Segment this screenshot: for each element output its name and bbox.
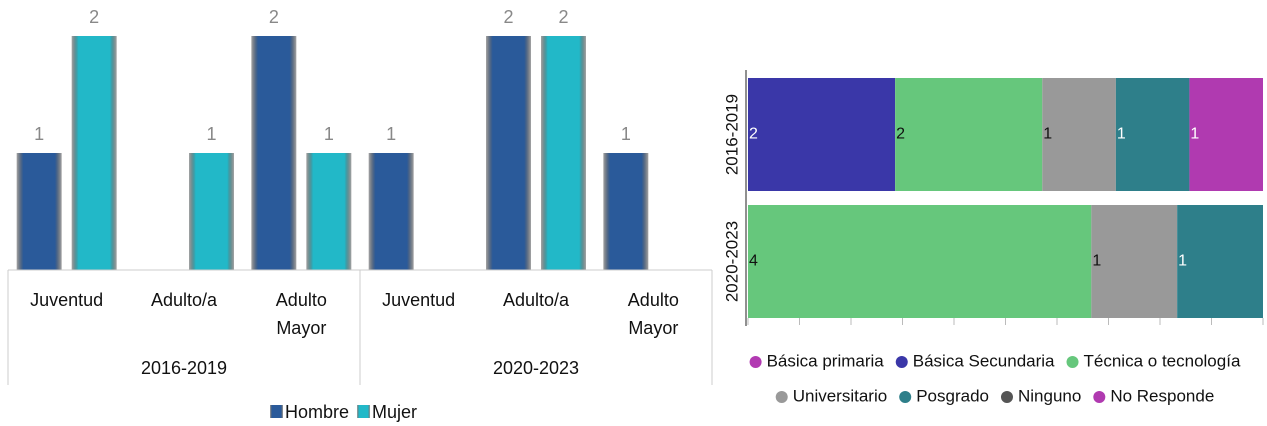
bar-segment	[895, 78, 1043, 191]
data-label: 4	[749, 253, 758, 270]
data-label: 1	[1092, 253, 1101, 270]
x-tick-label: Juventud	[30, 290, 104, 310]
legend-marker	[1000, 391, 1013, 403]
bar	[71, 36, 117, 270]
bar-segment	[1091, 205, 1178, 318]
legend-label: Universitario	[793, 386, 887, 405]
legend-marker	[1093, 391, 1106, 403]
data-label: 2	[89, 7, 99, 27]
bar	[306, 153, 352, 270]
data-label: 1	[621, 124, 631, 144]
legend-label: Básica Secundaria	[913, 351, 1055, 370]
data-label: 1	[1190, 126, 1199, 143]
x-tick-label: Juventud	[382, 290, 456, 310]
bar-segment	[748, 205, 1092, 318]
legend-marker	[775, 391, 788, 403]
data-label: 1	[1178, 253, 1187, 270]
y-tick-label: 2016-2019	[722, 94, 741, 175]
x-tick-label: Adulto Mayor	[275, 290, 327, 338]
bar-segment	[1115, 78, 1190, 191]
legend-label: Ninguno	[1018, 386, 1081, 405]
legend-marker	[1066, 356, 1079, 368]
x-tick-label: Adulto Mayor	[627, 290, 679, 338]
legend-row: Universitario Posgrado Ninguno No Responde	[775, 386, 1214, 405]
data-label: 1	[1043, 126, 1052, 143]
data-label: 1	[324, 124, 334, 144]
bar	[251, 36, 297, 270]
legend-label: Técnica o tecnología	[1084, 351, 1241, 370]
legend-label: Básica primaria	[767, 351, 885, 370]
y-tick-label: 2020-2023	[722, 221, 741, 302]
bar	[16, 153, 62, 270]
legend-marker	[895, 356, 908, 368]
group-label: 2016-2019	[141, 358, 227, 378]
bar-segment	[1189, 78, 1263, 191]
x-tick-label: Adulto/a	[502, 290, 570, 310]
bar-segment	[748, 78, 896, 191]
bar-segment	[1042, 78, 1116, 191]
data-label: 1	[206, 124, 216, 144]
x-tick-label: Adulto/a	[150, 290, 218, 310]
data-label: 1	[34, 124, 44, 144]
bar	[541, 36, 586, 270]
legend-marker	[899, 391, 912, 403]
bar	[486, 36, 531, 270]
legend-swatch	[270, 405, 283, 418]
data-label: 2	[269, 7, 279, 27]
bar	[189, 153, 234, 270]
bar	[603, 153, 649, 270]
data-label: 2	[503, 7, 513, 27]
legend-label: No Responde	[1110, 386, 1214, 405]
legend-row: Básica primaria Básica Secundaria Técnica …	[749, 351, 1241, 370]
legend-label: Posgrado	[916, 386, 989, 405]
data-label: 2	[749, 126, 758, 143]
legend-label: Mujer	[372, 402, 417, 422]
legend-label: Hombre	[285, 402, 349, 422]
data-label: 1	[386, 124, 396, 144]
group-label: 2020-2023	[493, 358, 579, 378]
data-label: 2	[896, 126, 905, 143]
bar-segment	[1177, 205, 1263, 318]
bar	[368, 153, 414, 270]
data-label: 1	[1117, 126, 1126, 143]
legend-marker	[749, 356, 762, 368]
legend-swatch	[357, 405, 371, 418]
data-label: 2	[558, 7, 568, 27]
